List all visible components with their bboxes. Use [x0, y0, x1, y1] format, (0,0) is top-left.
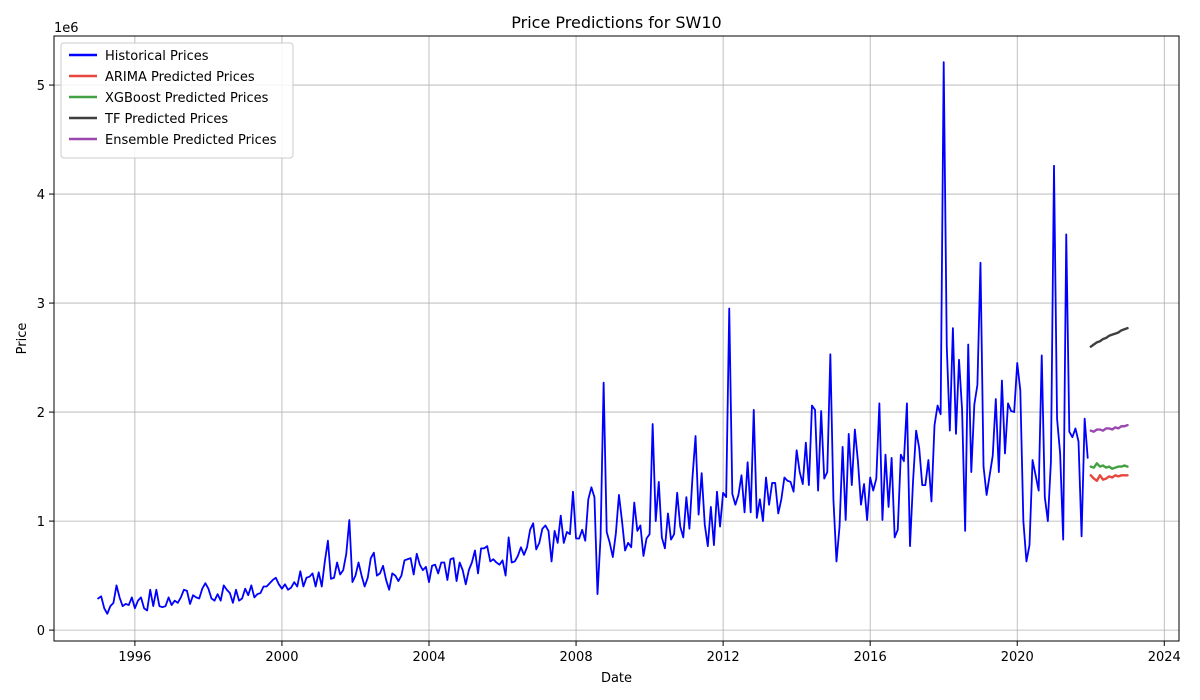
x-axis-label: Date: [601, 671, 632, 686]
x-tick-label: 1996: [118, 650, 151, 665]
legend: Historical Prices ARIMA Predicted Prices X…: [60, 42, 294, 159]
y-tick-label: 4: [37, 188, 45, 203]
series-line-historical-prices: [97, 61, 1089, 615]
series-line-arima-predicted-prices: [1089, 474, 1129, 482]
x-tick-label: 2008: [560, 650, 593, 665]
y-axis-label: Price: [15, 323, 30, 355]
legend-entry: Historical Prices: [105, 49, 209, 64]
axis-ticks: 1996 2000 2004 2008 2012 2016 2020 2024 0 1 2 3 4 5: [37, 79, 1181, 665]
legend-entry: TF Predicted Prices: [104, 112, 228, 127]
series-line-tf-predicted-prices: [1089, 326, 1129, 348]
legend-entry: XGBoost Predicted Prices: [105, 91, 269, 106]
chart-title: Price Predictions for SW10: [511, 13, 721, 32]
y-axis-offset-label: 1e6: [54, 21, 79, 36]
series-line-xgboost-predicted-prices: [1089, 462, 1129, 470]
legend-entry: ARIMA Predicted Prices: [105, 70, 255, 85]
x-tick-label: 2000: [265, 650, 298, 665]
y-tick-label: 3: [37, 297, 45, 312]
x-tick-label: 2004: [412, 650, 445, 665]
y-tick-label: 2: [37, 406, 45, 421]
legend-box: [60, 42, 294, 159]
y-tick-label: 1: [37, 515, 45, 530]
series-lines: [97, 61, 1129, 615]
legend-entry: Ensemble Predicted Prices: [105, 133, 277, 148]
series-line-ensemble-predicted-prices: [1089, 423, 1129, 433]
x-tick-label: 2016: [854, 650, 887, 665]
x-tick-label: 2024: [1148, 650, 1181, 665]
x-tick-label: 2020: [1001, 650, 1034, 665]
y-tick-label: 5: [37, 79, 45, 94]
y-tick-label: 0: [37, 624, 45, 639]
x-tick-label: 2012: [707, 650, 740, 665]
plot-area-frame: [53, 35, 1180, 642]
